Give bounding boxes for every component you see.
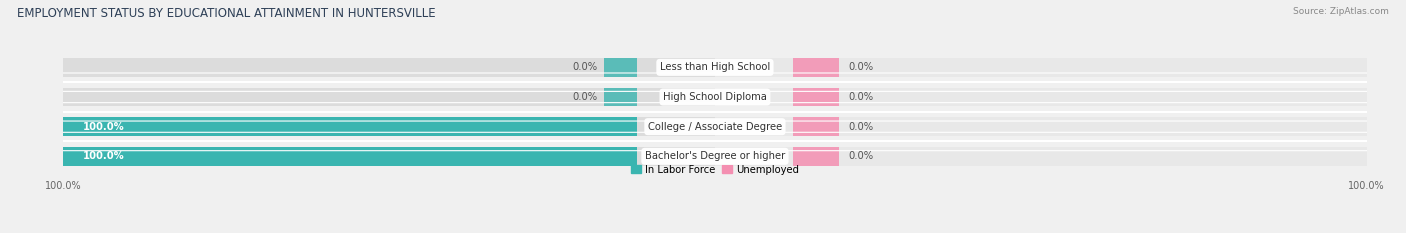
- Text: Bachelor's Degree or higher: Bachelor's Degree or higher: [645, 151, 785, 161]
- Legend: In Labor Force, Unemployed: In Labor Force, Unemployed: [627, 161, 803, 179]
- Bar: [793, 58, 839, 77]
- Bar: [793, 147, 839, 165]
- Text: 0.0%: 0.0%: [849, 151, 873, 161]
- Bar: [63, 117, 716, 136]
- Bar: [63, 58, 716, 77]
- Bar: [63, 147, 637, 165]
- Text: College / Associate Degree: College / Associate Degree: [648, 122, 782, 132]
- Bar: [605, 58, 637, 77]
- Bar: [793, 117, 839, 136]
- Text: 0.0%: 0.0%: [572, 92, 598, 102]
- Bar: [716, 58, 1367, 77]
- Text: 100.0%: 100.0%: [83, 151, 125, 161]
- Text: Less than High School: Less than High School: [659, 62, 770, 72]
- Bar: [793, 88, 839, 106]
- Bar: [63, 117, 637, 136]
- Text: 0.0%: 0.0%: [572, 62, 598, 72]
- Bar: [716, 88, 1367, 106]
- Text: 0.0%: 0.0%: [849, 122, 873, 132]
- Text: EMPLOYMENT STATUS BY EDUCATIONAL ATTAINMENT IN HUNTERSVILLE: EMPLOYMENT STATUS BY EDUCATIONAL ATTAINM…: [17, 7, 436, 20]
- Bar: [63, 88, 716, 106]
- Text: High School Diploma: High School Diploma: [664, 92, 766, 102]
- Text: Source: ZipAtlas.com: Source: ZipAtlas.com: [1294, 7, 1389, 16]
- Bar: [63, 147, 716, 165]
- Bar: [605, 88, 637, 106]
- Text: 0.0%: 0.0%: [849, 62, 873, 72]
- Text: 100.0%: 100.0%: [83, 122, 125, 132]
- Text: 0.0%: 0.0%: [849, 92, 873, 102]
- Bar: [716, 147, 1367, 165]
- Bar: [716, 117, 1367, 136]
